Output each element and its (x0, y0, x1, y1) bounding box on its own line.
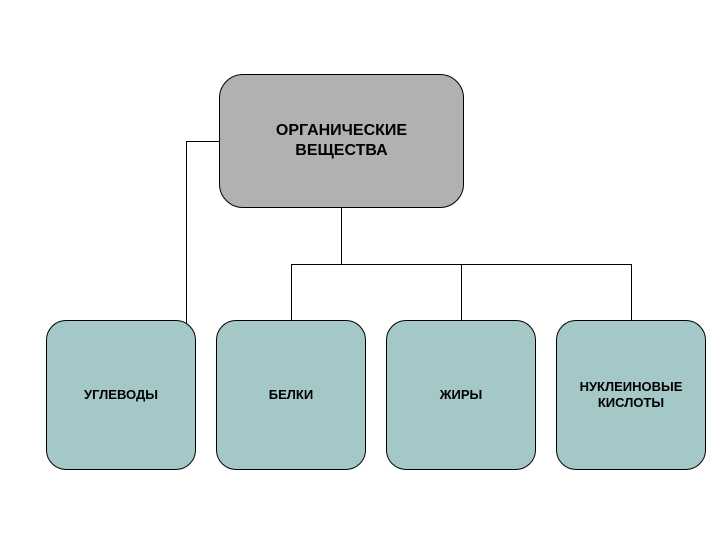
root-node: ОРГАНИЧЕСКИЕ ВЕЩЕСТВА (219, 74, 464, 208)
child-node-proteins: БЕЛКИ (216, 320, 366, 470)
child-node-fats: ЖИРЫ (386, 320, 536, 470)
child-node-nucleic-acids: НУКЛЕИНОВЫЕ КИСЛОТЫ (556, 320, 706, 470)
child-node-carbohydrates: УГЛЕВОДЫ (46, 320, 196, 470)
child-label: БЕЛКИ (269, 387, 313, 403)
root-label: ОРГАНИЧЕСКИЕ ВЕЩЕСТВА (276, 121, 407, 161)
connector-bus-drop-1 (461, 264, 462, 320)
child-label: ЖИРЫ (440, 387, 483, 403)
child-label-line1: НУКЛЕИНОВЫЕ (580, 379, 683, 394)
child-label: НУКЛЕИНОВЫЕ КИСЛОТЫ (580, 379, 683, 410)
connector-bus-drop-0 (291, 264, 292, 320)
connector-left-h1 (186, 141, 219, 142)
child-label: УГЛЕВОДЫ (84, 387, 158, 403)
connector-bus-drop-2 (631, 264, 632, 320)
root-label-line1: ОРГАНИЧЕСКИЕ (276, 122, 407, 139)
child-label-line2: КИСЛОТЫ (598, 395, 664, 410)
root-label-line2: ВЕЩЕСТВА (295, 142, 387, 159)
connector-bus-stem (341, 208, 342, 264)
